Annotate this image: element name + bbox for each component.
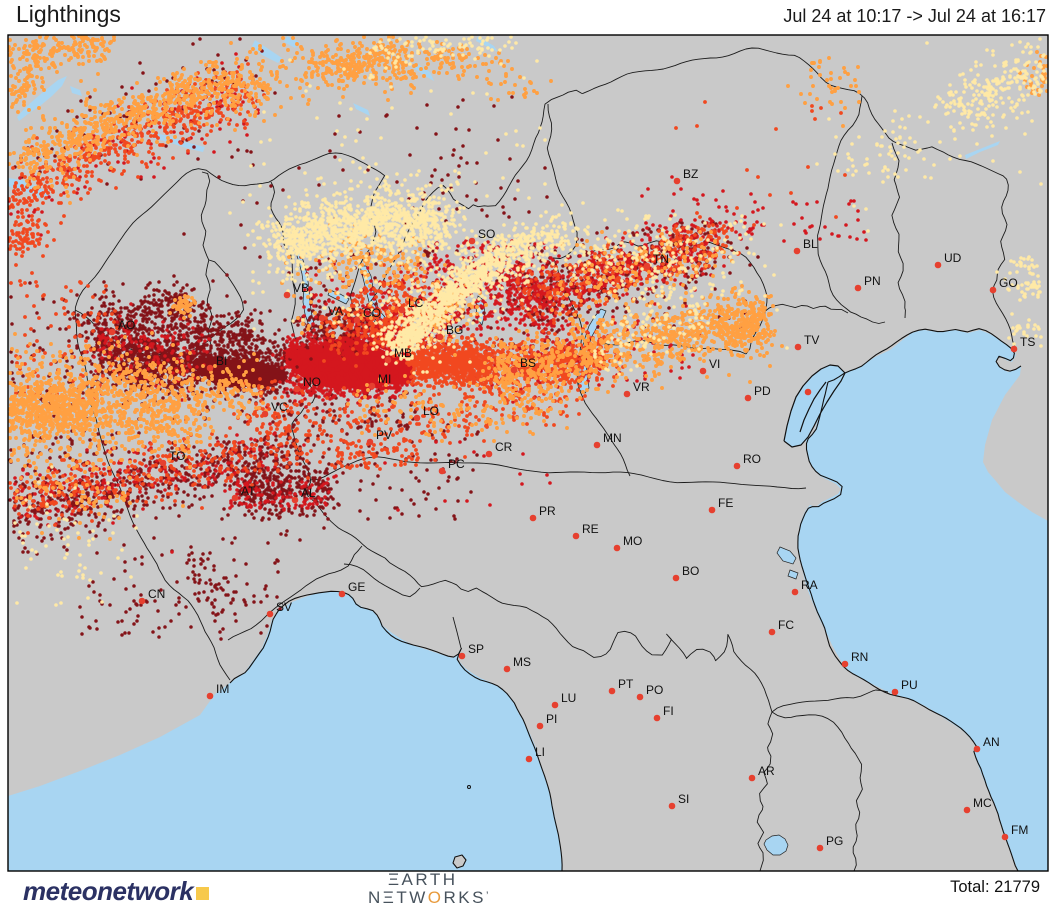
svg-text:BS: BS [520,356,536,370]
svg-text:AN: AN [983,735,1000,749]
svg-text:VR: VR [633,380,650,394]
svg-text:SP: SP [468,642,484,656]
svg-text:VA: VA [328,304,343,318]
svg-text:FI: FI [663,704,674,718]
svg-text:AR: AR [758,764,775,778]
svg-text:LC: LC [408,296,424,310]
svg-text:RE: RE [582,522,599,536]
svg-text:MN: MN [603,431,622,445]
svg-text:SV: SV [276,600,292,614]
svg-text:PC: PC [448,457,465,471]
svg-text:BL: BL [803,237,818,251]
svg-text:TV: TV [804,333,819,347]
svg-text:SO: SO [478,227,495,241]
svg-text:BI: BI [216,354,227,368]
svg-text:VB: VB [293,281,309,295]
svg-text:MC: MC [973,796,992,810]
svg-text:MO: MO [623,534,642,548]
svg-text:PT: PT [618,677,634,691]
svg-text:TS: TS [1020,335,1035,349]
svg-text:AT: AT [241,484,256,498]
svg-text:PN: PN [864,274,881,288]
svg-text:FC: FC [778,618,794,632]
svg-text:PU: PU [901,678,918,692]
svg-text:AO: AO [118,318,135,332]
svg-text:RN: RN [851,650,868,664]
svg-text:PR: PR [539,504,556,518]
svg-text:GE: GE [348,580,365,594]
svg-text:SI: SI [678,792,689,806]
svg-text:RO: RO [743,452,761,466]
svg-text:BO: BO [682,564,699,578]
svg-text:BZ: BZ [683,167,698,181]
svg-text:PV: PV [376,428,392,442]
svg-text:LI: LI [535,745,545,759]
svg-text:MS: MS [513,655,531,669]
svg-text:PG: PG [826,834,843,848]
svg-text:VC: VC [271,400,288,414]
svg-text:TO: TO [169,449,185,463]
svg-text:IM: IM [216,682,229,696]
svg-text:MB: MB [394,346,412,360]
svg-text:BG: BG [446,323,463,337]
svg-text:CO: CO [363,306,381,320]
svg-text:PD: PD [754,384,771,398]
svg-text:UD: UD [944,251,962,265]
svg-text:FE: FE [718,496,733,510]
svg-text:RA: RA [801,578,818,592]
svg-text:TN: TN [653,252,669,266]
svg-text:VI: VI [709,357,720,371]
svg-text:LO: LO [423,404,439,418]
svg-text:CR: CR [495,440,513,454]
svg-text:MI: MI [378,372,391,386]
svg-text:FM: FM [1011,823,1028,837]
svg-text:PO: PO [646,683,663,697]
svg-text:PI: PI [546,712,557,726]
svg-text:LU: LU [561,691,576,705]
svg-text:AL: AL [301,486,316,500]
svg-text:GO: GO [999,276,1018,290]
svg-text:NO: NO [303,375,321,389]
svg-text:CN: CN [148,587,165,601]
